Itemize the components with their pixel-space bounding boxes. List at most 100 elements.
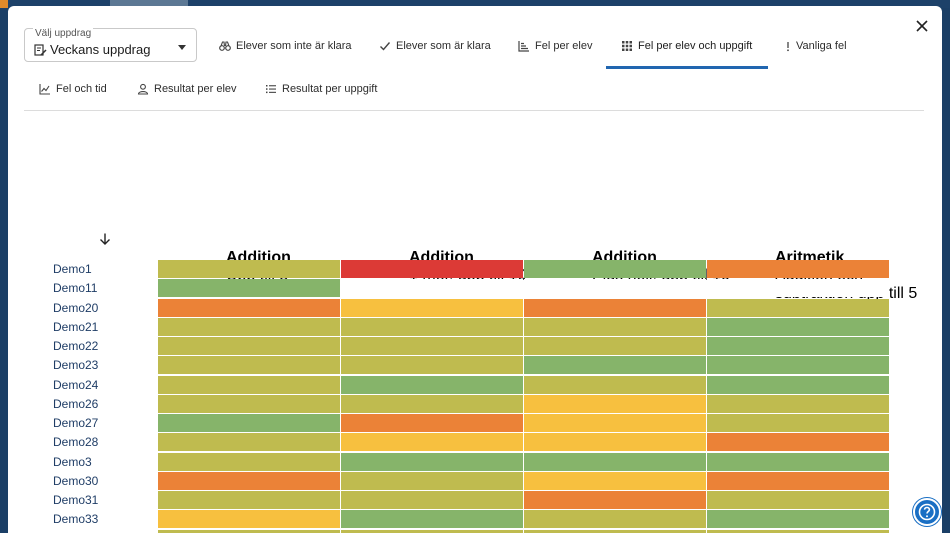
tab-common-errors-label: Vanliga fel [796,40,847,52]
heatmap-cell[interactable] [707,298,889,317]
bar-chart-icon [518,41,529,52]
heatmap-cell[interactable] [707,433,889,452]
assignment-select-value: Veckans uppdrag [50,42,151,57]
student-name[interactable]: Demo30 [53,473,99,488]
heatmap-cell[interactable] [158,452,340,471]
student-name[interactable]: Demo11 [53,281,98,296]
heatmap-cell[interactable] [341,414,523,432]
heatmap-cell[interactable] [524,279,706,298]
tab-common-errors[interactable]: Vanliga fel [785,36,847,56]
heatmap-cell[interactable] [341,452,523,471]
binoculars-icon [219,41,231,51]
tab-errors-per-student-and-task-label: Fel per elev och uppgift [638,40,753,52]
heatmap-cell[interactable] [341,510,523,529]
heatmap-cell[interactable] [524,298,706,317]
heatmap-cell[interactable] [341,279,523,298]
heatmap-cell[interactable] [341,471,523,490]
heatmap-cell[interactable] [158,279,340,298]
student-name[interactable]: Demo26 [53,396,99,411]
student-name[interactable]: Demo27 [53,416,99,430]
heatmap-cell[interactable] [524,317,706,336]
person-icon [137,83,149,95]
heatmap-cell[interactable] [158,471,340,490]
heatmap-cell[interactable] [158,414,340,432]
heatmap-cell[interactable] [341,375,523,394]
heatmap-cell[interactable] [707,317,889,336]
tab-errors-per-student-and-task[interactable]: Fel per elev och uppgift [621,36,752,56]
student-name[interactable]: Demo33 [53,512,99,527]
student-name[interactable]: Demo31 [53,493,99,507]
heatmap-cell[interactable] [341,356,523,375]
heatmap-cell[interactable] [341,298,523,317]
heatmap-cell[interactable] [707,414,889,432]
student-name[interactable]: Demo28 [53,435,99,450]
heatmap-cell[interactable] [707,279,889,298]
student-name[interactable]: Demo24 [53,377,99,392]
exclamation-icon [787,42,789,52]
heatmap-cell[interactable] [524,260,706,278]
heatmap-cell[interactable] [341,317,523,336]
heatmap-cell[interactable] [707,510,889,529]
sort-arrow-down-icon[interactable] [98,232,112,246]
student-name[interactable]: Demo20 [53,300,99,315]
tab-results-per-task[interactable]: Resultat per uppgift [265,79,377,99]
heatmap-cell[interactable] [524,510,706,529]
close-icon[interactable] [914,18,930,34]
heatmap-cell[interactable] [707,471,889,490]
heatmap-cell[interactable] [158,260,340,278]
heatmap-cell[interactable] [158,356,340,375]
tab-results-per-student[interactable]: Resultat per elev [137,79,237,99]
heatmap-cell[interactable] [158,317,340,336]
tab-errors-and-time[interactable]: Fel och tid [39,79,107,99]
assignment-select[interactable]: Välj uppdrag Veckans uppdrag [24,28,197,62]
heatmap-cell[interactable] [524,491,706,509]
heatmap-cell[interactable] [158,394,340,413]
heatmap-cell[interactable] [707,337,889,355]
heatmap-cell[interactable] [707,394,889,413]
heatmap-cell[interactable] [524,394,706,413]
heatmap-cell[interactable] [524,337,706,355]
student-name[interactable]: Demo23 [53,358,99,373]
heatmap-cell[interactable] [158,298,340,317]
heatmap-cell[interactable] [158,491,340,509]
heatmap-cell[interactable] [524,356,706,375]
heatmap-cell[interactable] [341,394,523,413]
heatmap-cell[interactable] [158,529,340,533]
heatmap-cell[interactable] [158,510,340,529]
backdrop-tab [110,0,188,8]
heatmap-cell[interactable] [707,491,889,509]
tab-errors-per-student[interactable]: Fel per elev [518,36,592,56]
heatmap-cell[interactable] [707,452,889,471]
tab-not-finished[interactable]: Elever som inte är klara [219,36,352,56]
heatmap-cell[interactable] [158,337,340,355]
student-name[interactable]: Demo21 [53,319,99,334]
heatmap-cell[interactable] [524,452,706,471]
heatmap-cell[interactable] [158,433,340,452]
heatmap-cell[interactable] [341,260,523,278]
heatmap-cell[interactable] [341,433,523,452]
heatmap-cell[interactable] [158,375,340,394]
heatmap-cell[interactable] [707,356,889,375]
heatmap-cell[interactable] [341,491,523,509]
student-name[interactable]: Demo3 [53,454,92,469]
student-name[interactable]: Demo1 [53,262,92,276]
heatmap-cell[interactable] [707,260,889,278]
tab-results-per-student-label: Resultat per elev [154,83,237,95]
heatmap-cell[interactable] [524,414,706,432]
heatmap-cell[interactable] [524,471,706,490]
heatmap-cell[interactable] [341,337,523,355]
heatmap-cell[interactable] [524,375,706,394]
chevron-down-icon [178,45,186,50]
heatmap-cell[interactable] [524,433,706,452]
heatmap-cell[interactable] [707,529,889,533]
heatmap-cell[interactable] [524,529,706,533]
assignment-select-label: Välj uppdrag [33,28,94,39]
help-button[interactable] [913,498,941,526]
heatmap-cell[interactable] [341,529,523,533]
heatmap-cell[interactable] [707,375,889,394]
tab-finished[interactable]: Elever som är klara [379,36,491,56]
tab-errors-per-student-label: Fel per elev [535,40,593,52]
student-name[interactable]: Demo22 [53,339,99,353]
active-tab-indicator [606,66,768,69]
tab-finished-label: Elever som är klara [396,40,491,52]
